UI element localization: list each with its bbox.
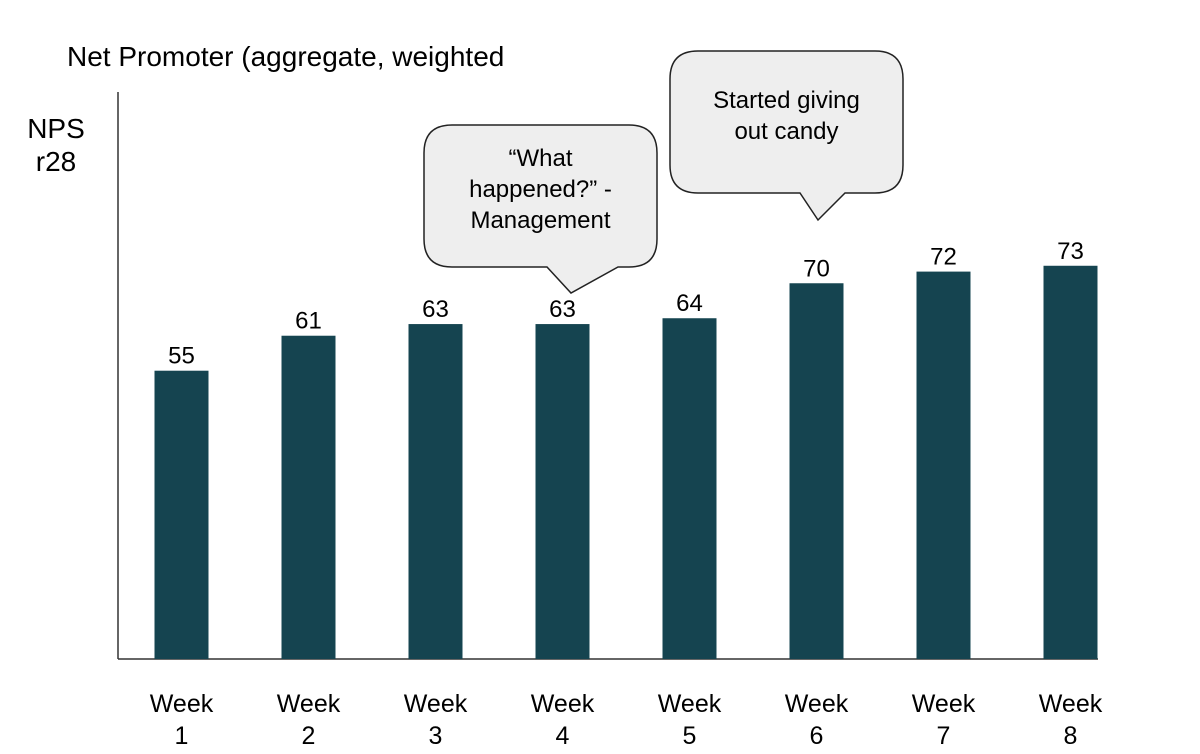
annotation-callout: Started giving out candy <box>669 50 904 222</box>
value-label: 73 <box>1057 238 1084 265</box>
bar-week-5 <box>662 318 717 659</box>
x-tick-label: Week 1 <box>150 690 214 750</box>
annotation-callout: “What happened?” -Management <box>423 124 658 294</box>
annotations-group: “What happened?” -Management Started givin… <box>423 50 904 294</box>
bar-week-4 <box>535 324 590 659</box>
speech-bubble <box>669 50 904 222</box>
x-tick-label: Week 2 <box>277 690 341 750</box>
chart-title: Net Promoter (aggregate, weighted <box>67 41 504 72</box>
value-label: 63 <box>549 296 576 323</box>
y-axis-label-line: r28 <box>36 146 76 177</box>
speech-bubble <box>423 124 658 294</box>
value-label: 55 <box>168 343 195 370</box>
bar-week-7 <box>916 271 971 659</box>
annotation-text: “What happened?” -Management <box>469 145 612 234</box>
x-tick-label: Week 8 <box>1039 690 1103 750</box>
bar-week-3 <box>408 324 463 659</box>
bars-group <box>154 265 1098 659</box>
value-label: 61 <box>295 308 322 335</box>
bar-week-1 <box>154 370 209 659</box>
value-label: 63 <box>422 296 449 323</box>
x-tick-label: Week 4 <box>531 690 595 750</box>
annotation-text: Started giving out candy <box>713 87 860 145</box>
y-axis-label: NPS r28 <box>27 113 85 177</box>
bar-week-6 <box>789 283 844 659</box>
bar-week-2 <box>281 335 336 659</box>
x-tick-label: Week 3 <box>404 690 468 750</box>
value-label: 70 <box>803 255 830 282</box>
value-labels-group: 55 61 63 63 64 70 72 73 <box>168 238 1084 370</box>
x-tick-label: Week 7 <box>912 690 976 750</box>
y-axis-label-line: NPS <box>27 113 85 144</box>
value-label: 64 <box>676 290 703 317</box>
bar-week-8 <box>1043 265 1098 659</box>
x-tick-label: Week 5 <box>658 690 722 750</box>
value-label: 72 <box>930 244 957 271</box>
x-tick-label: Week 6 <box>785 690 849 750</box>
x-tick-labels-group: Week 1 Week 2 Week 3 Week 4 Week 5 Week 6 Week 7 Week 8 <box>150 690 1103 750</box>
